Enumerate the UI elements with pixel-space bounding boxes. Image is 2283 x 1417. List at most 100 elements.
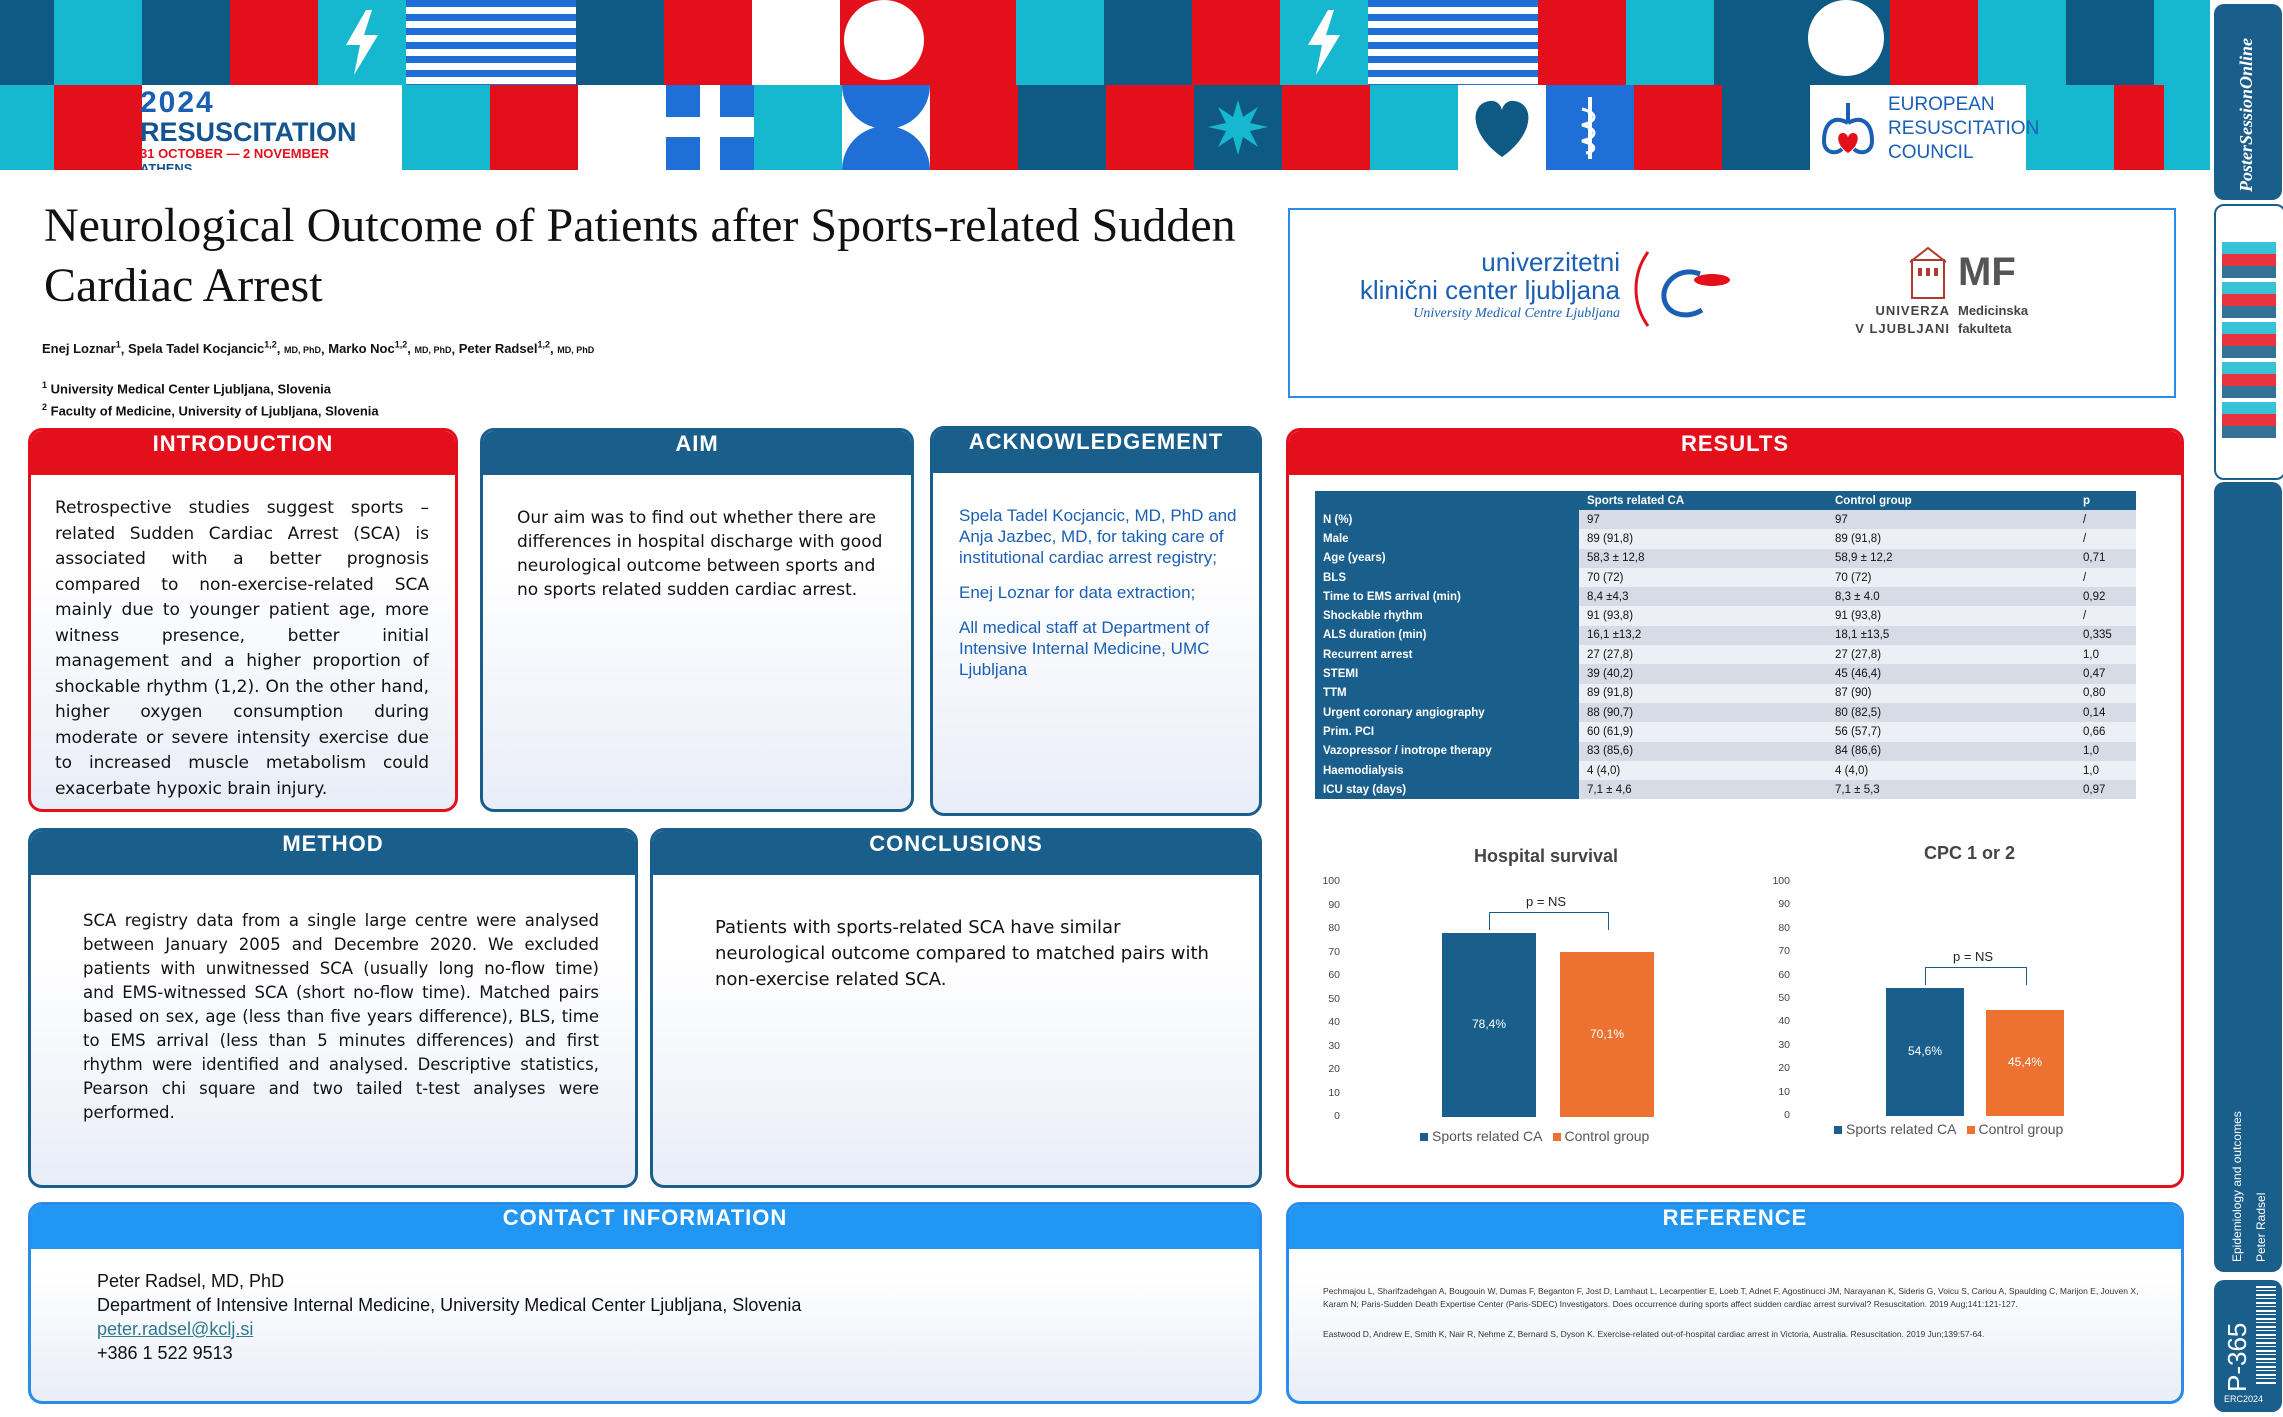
row-label: N (%) [1315, 510, 1579, 530]
lightning-tile [1280, 0, 1368, 85]
ukc-line3: University Medical Centre Ljubljana [1413, 306, 1620, 321]
heart-tile [1458, 85, 1546, 170]
chart-title: Hospital survival [1474, 846, 1619, 866]
y-tick-label: 0 [1784, 1109, 1790, 1121]
bar [1986, 1009, 2064, 1116]
author-degree: MD, PhD [284, 345, 321, 356]
halfcircle-tile [842, 85, 930, 170]
erc-logo: EUROPEAN RESUSCITATION COUNCIL [1810, 85, 2039, 170]
banner-tile [930, 85, 1018, 170]
affiliation-sup: 2 [42, 402, 48, 412]
acknowledgement-paragraph: All medical staff at Department of Inten… [959, 618, 1210, 679]
table-cell: 18,1 ±13,5 [1827, 625, 2075, 646]
row-label: Prim. PCI [1315, 722, 1579, 742]
reference-list: Pechmajou L, Sharifzadehgan A, Bougouin … [1323, 1285, 2143, 1359]
circle-icon [1802, 0, 1890, 85]
author-sup: 1 [115, 340, 121, 350]
poster-title: Neurological Outcome of Patients after S… [44, 199, 1236, 312]
table-header-cell: p [2075, 491, 2136, 510]
conclusions-heading: CONCLUSIONS [653, 831, 1259, 875]
table-cell: / [2075, 606, 2136, 626]
legend-item: Control group [1966, 1121, 2064, 1137]
topic-strip: Epidemiology and outcomes Peter Radsel [2214, 482, 2282, 1272]
table-cell: / [2075, 529, 2136, 549]
table-cell: / [2075, 567, 2136, 588]
table-header-row: Sports related CA Control group p [1315, 491, 2136, 510]
banner-tile [1282, 85, 1370, 170]
legend-item: Sports related CA [1834, 1121, 1957, 1137]
logo-year: 2024 [140, 88, 357, 118]
table-row: ICU stay (days) 7,1 ± 4,6 7,1 ± 5,3 0,97 [1315, 780, 2136, 800]
legend-label: Sports related CA [1846, 1121, 1957, 1137]
topic-text: Epidemiology and outcomes [2230, 1111, 2244, 1262]
table-row: Male 89 (91,8) 89 (91,8) / [1315, 529, 2136, 549]
legend-label: Control group [1978, 1121, 2064, 1137]
table-cell: 27 (27,8) [1579, 645, 1827, 665]
legend-swatch [1420, 1133, 1428, 1141]
author-name: Peter Radsel [458, 341, 538, 357]
conference-logo: 2024 RESUSCITATION 31 OCTOBER — 2 NOVEMB… [140, 88, 357, 171]
table-cell: 4 (4,0) [1827, 760, 2075, 781]
mf-faculty-name: Medicinska fakulteta [1958, 302, 2028, 338]
results-table: Sports related CA Control group p N (%) 9… [1315, 491, 2136, 800]
affiliation-text: Faculty of Medicine, University of Ljubl… [50, 403, 379, 419]
banner-tile [1106, 85, 1194, 170]
lightning-icon [1308, 10, 1340, 75]
table-cell: 89 (91,8) [1579, 683, 1827, 703]
banner-tile [1890, 0, 1978, 85]
y-tick-label: 0 [1334, 1110, 1340, 1122]
y-tick-label: 10 [1778, 1085, 1790, 1098]
significance-bracket [1489, 911, 1609, 930]
row-label: Male [1315, 529, 1579, 549]
banner-tile [1538, 0, 1626, 85]
contact-email-link[interactable]: peter.radsel@kclj.si [97, 1319, 254, 1339]
table-row: Haemodialysis 4 (4,0) 4 (4,0) 1,0 [1315, 760, 2136, 781]
banner-tile [1018, 85, 1106, 170]
banner-tile [1626, 0, 1714, 85]
table-cell: 70 (72) [1827, 567, 2075, 588]
row-label: TTM [1315, 683, 1579, 703]
method-text: SCA registry data from a single large ce… [83, 911, 599, 1122]
banner-tile [1016, 0, 1104, 85]
table-cell: 0,14 [2075, 702, 2136, 723]
table-cell: 58,9 ± 12,2 [1827, 548, 2075, 568]
brand-text: PosterSessionOnline [2236, 37, 2256, 192]
poster-session-brand[interactable]: PosterSessionOnline [2214, 4, 2282, 200]
banner-tile [54, 0, 142, 85]
introduction-heading: INTRODUCTION [31, 431, 455, 475]
banner-tile [1370, 85, 1458, 170]
y-tick-label: 100 [1772, 875, 1790, 887]
table-cell: 97 [1579, 510, 1827, 530]
affiliation: 2 Faculty of Medicine, University of Lju… [42, 402, 379, 418]
chart-legend: Sports related CA Control group [1420, 1128, 1659, 1144]
y-tick-label: 50 [1328, 992, 1340, 1005]
table-cell: 89 (91,8) [1579, 529, 1827, 549]
table-cell: 70 (72) [1579, 567, 1827, 588]
introduction-panel: INTRODUCTION Retrospective studies sugge… [28, 428, 458, 812]
erc-line: RESUSCITATION [1888, 118, 2040, 139]
mini-poster-thumbnail[interactable] [2214, 204, 2283, 480]
contact-department: Department of Intensive Internal Medicin… [97, 1295, 802, 1315]
row-label: Shockable rhythm [1315, 606, 1579, 626]
ukc-line2: klinični center ljubljana [1359, 275, 1620, 305]
table-cell: 1,0 [2075, 760, 2136, 781]
table-cell: 0,71 [2075, 548, 2136, 568]
cross-icon [666, 85, 754, 170]
table-cell: 88 (90,7) [1579, 702, 1827, 723]
banner-tile [490, 85, 578, 170]
logo-year-text: 2024 [140, 86, 215, 119]
mf-logo-abbr: MF [1958, 250, 2016, 294]
half-circle-icon [842, 85, 930, 170]
table-cell: 27 (27,8) [1827, 645, 2075, 665]
table-row: Time to EMS arrival (min) 8,4 ±4,3 8,3 ± 4… [1315, 587, 2136, 607]
y-tick-label: 40 [1778, 1015, 1790, 1028]
logo-city: ATHENS [140, 161, 193, 170]
banner-tile [1714, 0, 1802, 85]
chart-legend: Sports related CA Control group [1834, 1121, 2073, 1137]
mf-university-name: UNIVERZA V LJUBLJANI [1850, 302, 1950, 338]
results-table-body: N (%) 97 97/Male 89 (91,8) 89 (91,8) / Age (ye… [1315, 510, 2136, 800]
legend-swatch [1966, 1126, 1975, 1134]
table-cell: / [2075, 510, 2136, 530]
table-row: Age (years) 58,3 ± 12,8 58,9 ± 12,2 0,71 [1315, 548, 2136, 568]
stripes-tile [1368, 0, 1538, 85]
